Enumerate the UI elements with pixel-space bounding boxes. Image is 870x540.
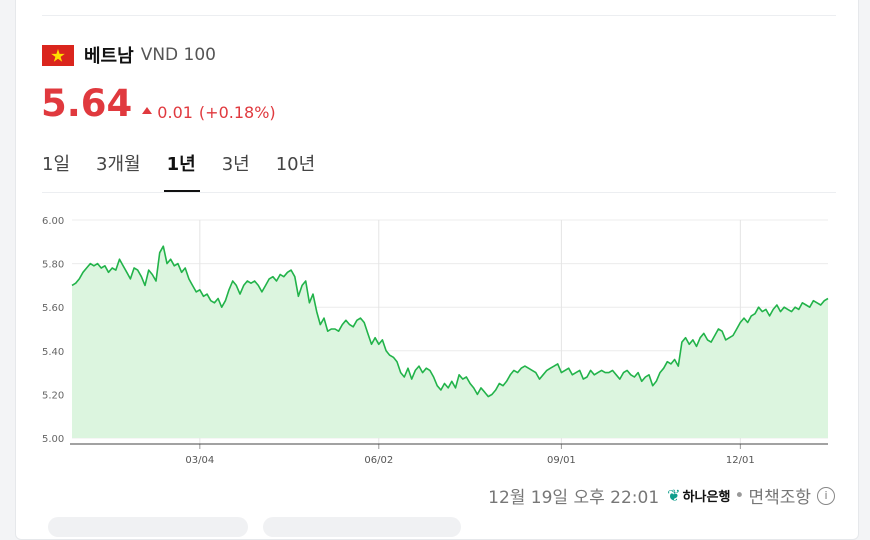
tabs-divider	[42, 192, 836, 193]
bottom-chip-left[interactable]	[48, 517, 248, 537]
y-tick-label: 5.00	[42, 434, 64, 445]
x-tick-label: 09/01	[547, 455, 576, 466]
y-tick-label: 5.60	[42, 303, 64, 314]
y-tick-label: 5.40	[42, 347, 64, 358]
top-divider	[42, 15, 836, 16]
hana-bank-mark-icon: ❦	[667, 486, 681, 505]
triangle-up-icon	[142, 107, 153, 114]
bank-name: 하나은행	[682, 490, 731, 505]
separator-dot: •	[734, 485, 745, 506]
period-tabs: 1일 3개월 1년 3년 10년	[42, 150, 341, 192]
currency-symbol: VND 100	[140, 45, 216, 65]
info-icon[interactable]: i	[817, 486, 835, 505]
series-area-fill	[72, 246, 828, 438]
x-tick-label: 12/01	[726, 455, 755, 466]
price-row: 5.64 0.01 (+0.18%)	[41, 82, 276, 125]
tab-1d[interactable]: 1일	[42, 154, 71, 175]
quote-card	[15, 0, 859, 540]
tab-3m[interactable]: 3개월	[96, 154, 141, 175]
tab-3y[interactable]: 3년	[221, 154, 250, 175]
change-value: 0.01	[157, 103, 193, 122]
y-tick-label: 5.80	[42, 260, 64, 271]
current-price: 5.64	[41, 82, 133, 125]
vietnam-flag-icon	[42, 44, 74, 66]
bottom-chip-right[interactable]	[263, 517, 461, 537]
price-chart[interactable]: 6.00 5.80 5.60 5.40 5.20 5.00 03/04 06/02 09/01 1…	[0, 0, 870, 480]
disclaimer-link[interactable]: 면책조항	[748, 488, 811, 508]
price-change: 0.01 (+0.18%)	[142, 103, 276, 122]
footer: 12월 19일 오후 22:01 ❦ 하나은행 • 면책조항 i	[488, 483, 835, 508]
timestamp: 12월 19일 오후 22:01	[488, 488, 660, 508]
quote-header: 베트남 VND 100	[42, 42, 216, 68]
series-line	[71, 245, 829, 398]
tab-1y[interactable]: 1년	[163, 150, 200, 192]
country-name: 베트남	[84, 46, 134, 67]
change-percent: (+0.18%)	[198, 103, 276, 122]
hana-bank-logo: ❦ 하나은행	[667, 486, 730, 505]
y-tick-label: 5.20	[42, 390, 64, 401]
x-tick-label: 03/04	[185, 455, 214, 466]
x-tick-label: 06/02	[364, 455, 393, 466]
y-tick-label: 6.00	[42, 216, 64, 227]
tab-10y[interactable]: 10년	[275, 154, 316, 175]
